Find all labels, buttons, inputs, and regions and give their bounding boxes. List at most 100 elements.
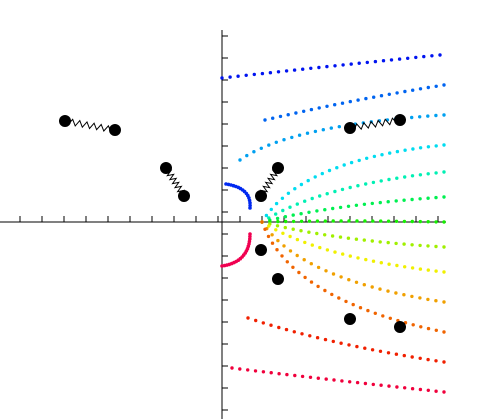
trajectory-dot (381, 59, 386, 63)
trajectory-dot (331, 272, 336, 276)
trajectory-dot (442, 300, 446, 304)
trajectory-dot (402, 293, 406, 297)
trajectory-dot (414, 55, 418, 60)
trajectory-dot (248, 206, 252, 210)
trajectory-dot (303, 199, 307, 203)
trajectory-dot (307, 210, 311, 214)
trajectory-dot (410, 174, 415, 178)
trajectory-dot (292, 330, 296, 334)
trajectory-dot (317, 65, 321, 70)
trajectory-dot (325, 192, 329, 196)
trajectory-dot (316, 265, 321, 270)
trajectory-dot (394, 352, 399, 356)
trajectory-dot (288, 234, 292, 239)
trajectory-dot (310, 196, 314, 201)
trajectory-dot (263, 227, 267, 231)
trajectory-dot (346, 204, 351, 208)
trajectory-dot (347, 219, 351, 223)
trajectory-dot (381, 314, 385, 318)
trajectory-dot (276, 238, 280, 243)
trajectory-dot (442, 113, 446, 117)
trajectory-dot (277, 325, 281, 330)
trajectory-dot (270, 241, 275, 245)
trajectory-dot (315, 336, 320, 340)
particle (394, 321, 406, 333)
trajectory-dot (228, 75, 232, 79)
trajectory-dot (402, 219, 407, 224)
trajectory-guide (262, 145, 444, 222)
trajectory-dot (426, 145, 431, 149)
trajectory-dot (299, 219, 304, 223)
trajectory-dot (442, 83, 446, 87)
trajectory-dot (387, 262, 391, 266)
trajectory-dot (422, 54, 426, 59)
trajectory-dot (259, 146, 263, 150)
particle (272, 162, 284, 174)
trajectory-dot (363, 381, 368, 386)
trajectory-dot (238, 367, 242, 371)
particle (59, 115, 71, 127)
trajectory-dot (426, 244, 430, 248)
trajectory-dot (356, 256, 360, 260)
trajectory-dot (316, 376, 320, 380)
trajectory-dot (236, 74, 240, 78)
trajectory-dot (388, 151, 392, 155)
trajectory-dot (387, 177, 391, 182)
trajectory-dot (295, 253, 299, 258)
trajectory-dot (351, 302, 355, 307)
trajectory-dot (402, 198, 406, 202)
trajectory-dot (301, 67, 305, 71)
trajectory-dot (330, 292, 334, 297)
trajectory-dot (379, 261, 383, 265)
trajectory-dot (230, 366, 234, 370)
trajectory-dot (324, 269, 328, 273)
particle (344, 122, 356, 134)
trajectory-dot (418, 219, 422, 224)
trajectory-dot (386, 219, 391, 223)
trajectory-dot (418, 115, 422, 119)
trajectory-dot (426, 172, 430, 176)
trajectory-dot (410, 115, 414, 120)
trajectory-dot (282, 244, 286, 248)
trajectory-dot (285, 260, 289, 264)
trajectory-dot (306, 178, 310, 183)
trajectory-dot (411, 88, 415, 92)
trajectory-dot (410, 355, 414, 359)
trajectory-dot (309, 280, 314, 284)
trajectory-dot (380, 153, 384, 157)
trajectory-dot (271, 116, 275, 120)
particle (394, 114, 406, 126)
trajectory-dot (329, 126, 333, 130)
trajectory-dot (252, 72, 256, 77)
trajectory-dot (442, 220, 446, 224)
trajectory-dot (333, 189, 337, 194)
trajectory-guide (262, 197, 444, 222)
trajectory-dot (346, 236, 351, 240)
trajectory-dot (418, 197, 422, 201)
trajectory-dot (263, 118, 267, 122)
trajectory-dot (260, 71, 265, 76)
trajectory-dot (341, 252, 345, 256)
trajectory-dot (294, 111, 298, 115)
trajectory-dot (331, 206, 335, 211)
trajectory-dot (349, 62, 353, 66)
trajectory-dot (430, 54, 434, 58)
trajectory-dot (411, 323, 415, 327)
trajectory-dot (268, 71, 273, 75)
trajectory-dot (418, 387, 423, 392)
trajectory-dot (356, 98, 360, 102)
trajectory-dot (307, 230, 311, 234)
trajectory-dot (362, 238, 366, 242)
trajectory-dot (261, 321, 265, 325)
trajectory-dot (434, 195, 438, 200)
trajectory-dot (252, 150, 256, 154)
trajectory-dot (278, 114, 283, 119)
trajectory-dot (358, 306, 363, 310)
trajectory-dot (280, 254, 284, 258)
trajectory-guide (262, 222, 444, 272)
trajectory-dot (313, 175, 317, 179)
trajectory-dot (316, 284, 320, 289)
trajectory-dot (442, 390, 446, 394)
particle (272, 273, 284, 285)
trajectory-dot (418, 296, 422, 300)
